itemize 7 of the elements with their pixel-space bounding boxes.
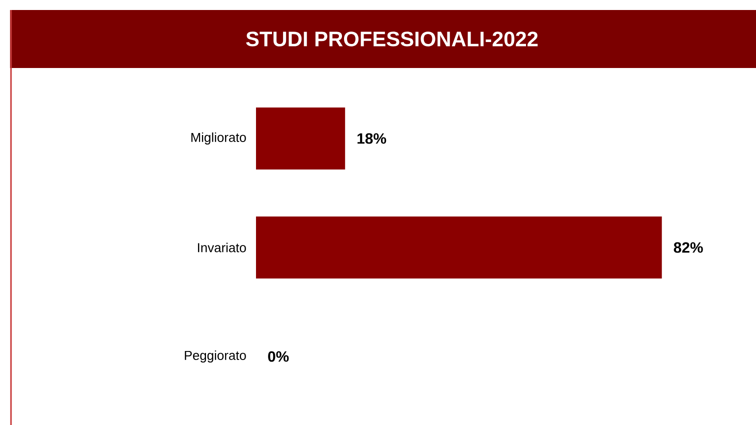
data-label: 0% (268, 351, 289, 362)
data-label: 82% (674, 242, 703, 253)
y-tick-label: Invariato (198, 242, 246, 252)
y-tick-label: Peggiorato (184, 350, 246, 363)
y-tick-label: Migliorato (191, 132, 246, 145)
data-label: 18% (358, 133, 386, 144)
chart-title: STUDI PROFESSIONALI-2022 (246, 32, 538, 46)
